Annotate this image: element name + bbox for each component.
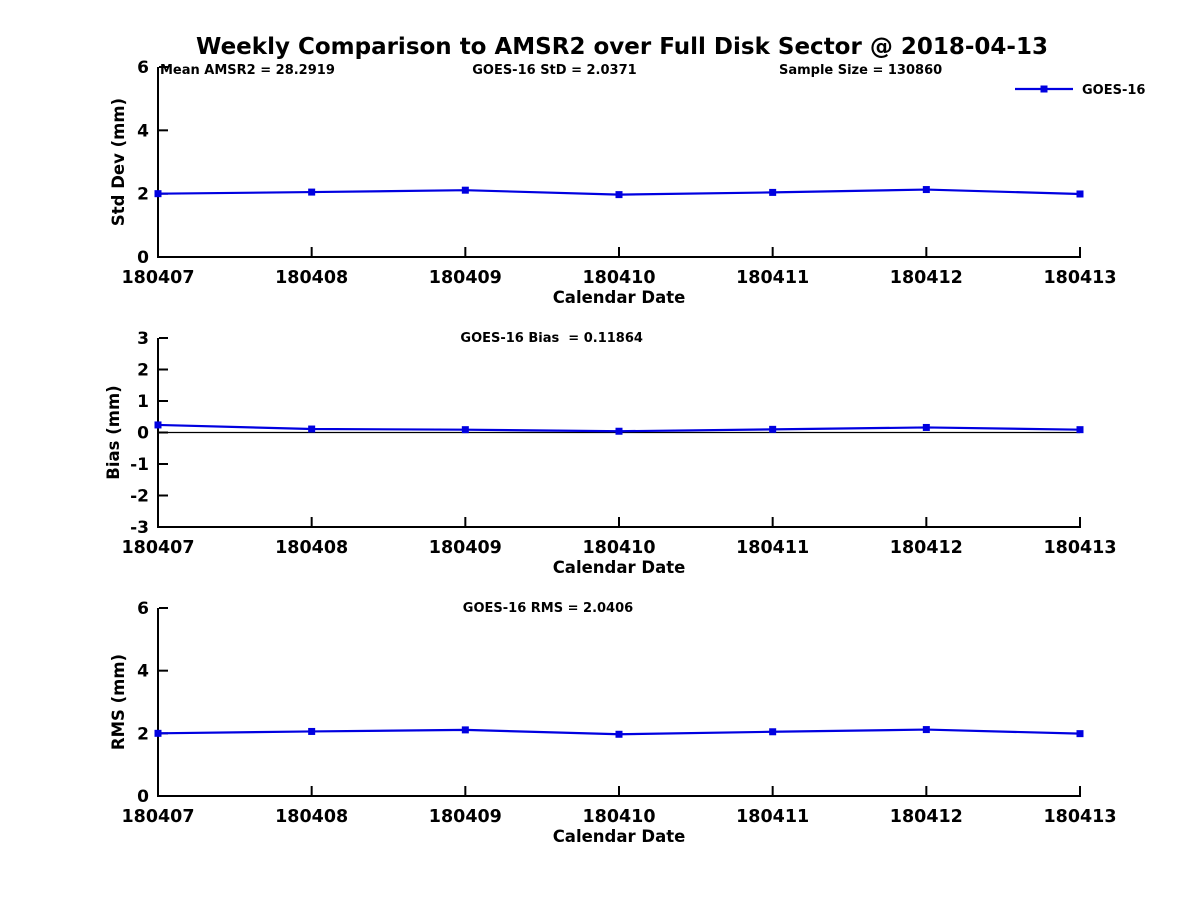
data-point-marker (308, 425, 316, 433)
data-point-marker (615, 191, 623, 199)
data-point-marker (461, 426, 469, 434)
y-tick-label: 0 (137, 787, 149, 807)
x-tick-label: 180409 (429, 268, 502, 288)
data-point-marker (922, 186, 930, 194)
x-tick-label: 180413 (1043, 268, 1116, 288)
y-tick-label: -2 (130, 487, 149, 507)
x-tick-label: 180409 (429, 538, 502, 558)
data-point-marker (154, 421, 162, 429)
data-point-marker (615, 427, 623, 435)
x-tick-label: 180407 (121, 268, 194, 288)
x-tick-label: 180411 (736, 268, 809, 288)
y-tick-label: 4 (137, 121, 149, 141)
x-tick-label: 180411 (736, 807, 809, 827)
data-point-marker (1076, 190, 1084, 198)
x-axis-label: Calendar Date (553, 827, 686, 846)
data-point-marker (308, 727, 316, 735)
figure-title: Weekly Comparison to AMSR2 over Full Dis… (196, 34, 1048, 60)
legend: GOES-16 (1015, 83, 1145, 98)
y-tick-label: 4 (137, 662, 149, 682)
annotation: Mean AMSR2 = 28.2919 (160, 63, 335, 78)
data-point-marker (1076, 730, 1084, 738)
x-tick-label: 180410 (582, 268, 655, 288)
x-tick-label: 180410 (582, 807, 655, 827)
x-tick-label: 180408 (275, 807, 348, 827)
y-axis-label: Std Dev (mm) (109, 98, 128, 226)
x-tick-label: 180410 (582, 538, 655, 558)
data-point-marker (154, 190, 162, 198)
x-tick-label: 180407 (121, 538, 194, 558)
x-tick-label: 180407 (121, 807, 194, 827)
legend-label: GOES-16 (1082, 83, 1145, 98)
data-point-marker (769, 188, 777, 196)
x-tick-label: 180413 (1043, 807, 1116, 827)
y-tick-label: -3 (130, 518, 149, 538)
x-tick-label: 180409 (429, 807, 502, 827)
data-point-marker (461, 186, 469, 194)
data-point-marker (461, 726, 469, 734)
x-tick-label: 180412 (890, 807, 963, 827)
subplot-bias-vs-date: -3 -2 -1 0 1 2 3 180407 180408 180409 180410 180411… (104, 329, 1117, 577)
y-tick-label: 6 (137, 599, 149, 619)
data-point-marker (154, 729, 162, 737)
y-axis-label: RMS (mm) (109, 654, 128, 750)
y-axis-label: Bias (mm) (104, 385, 123, 479)
charts-root: 0 2 4 6 180407 180408 180409 180410 180411 180412… (104, 58, 1145, 846)
x-tick-label: 180411 (736, 538, 809, 558)
data-point-marker (769, 425, 777, 433)
y-tick-label: 3 (137, 329, 149, 349)
data-point-marker (615, 730, 623, 738)
x-axis-label: Calendar Date (553, 288, 686, 307)
annotation: Sample Size = 130860 (779, 63, 942, 78)
data-point-marker (922, 423, 930, 431)
data-point-marker (922, 726, 930, 734)
annotation: GOES-16 Bias = 0.11864 (460, 331, 643, 346)
y-tick-label: 0 (137, 424, 149, 444)
y-tick-label: 6 (137, 58, 149, 78)
x-tick-label: 180412 (890, 538, 963, 558)
y-tick-label: 2 (137, 361, 149, 381)
x-tick-label: 180412 (890, 268, 963, 288)
x-tick-label: 180413 (1043, 538, 1116, 558)
x-tick-label: 180408 (275, 268, 348, 288)
subplot-std-dev-vs-date: 0 2 4 6 180407 180408 180409 180410 180411 180412… (109, 58, 1145, 307)
subplot-rms-vs-date: 0 2 4 6 180407 180408 180409 180410 180411 180412… (109, 599, 1117, 846)
legend-marker (1040, 85, 1048, 93)
y-tick-label: 2 (137, 185, 149, 205)
x-axis-label: Calendar Date (553, 558, 686, 577)
y-tick-label: 1 (137, 392, 149, 412)
annotation: GOES-16 StD = 2.0371 (472, 63, 636, 78)
annotation: GOES-16 RMS = 2.0406 (463, 601, 633, 616)
data-point-marker (769, 728, 777, 736)
data-point-marker (308, 188, 316, 196)
y-tick-label: -1 (130, 455, 149, 475)
x-tick-label: 180408 (275, 538, 348, 558)
y-tick-label: 0 (137, 248, 149, 268)
y-tick-label: 2 (137, 724, 149, 744)
data-point-marker (1076, 426, 1084, 434)
